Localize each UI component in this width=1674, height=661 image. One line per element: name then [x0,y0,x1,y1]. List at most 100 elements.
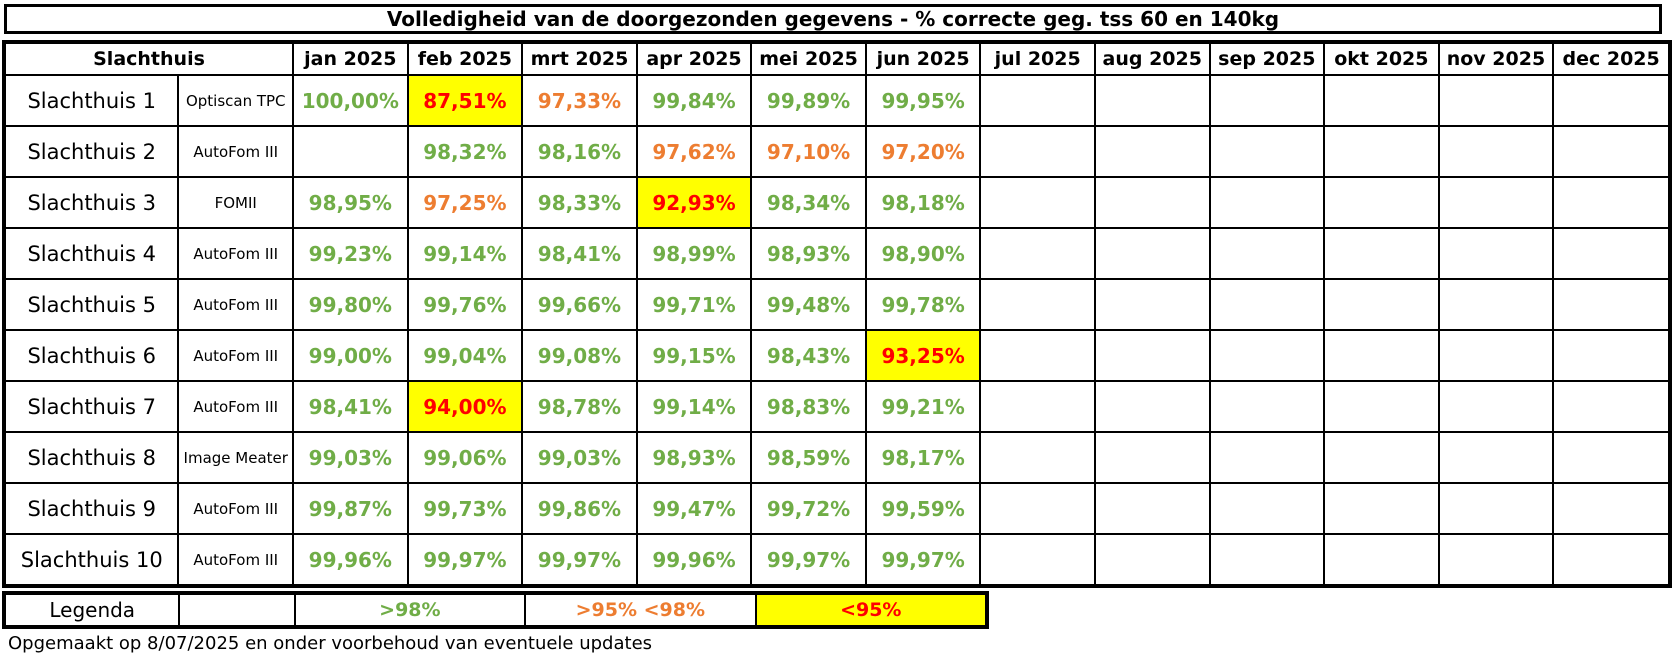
footnote: Opgemaakt op 8/07/2025 en onder voorbeho… [8,633,653,654]
value-cell: 99,97% [750,533,867,586]
value-cell [1093,431,1211,484]
slachthuis-name: Slachthuis 3 [3,176,180,229]
legend-table: Legenda >98% >95% <98% <95% [2,591,989,629]
value-cell: 98,99% [635,227,753,280]
header-month: mei 2025 [750,42,867,76]
header-row: Slachthuis jan 2025 feb 2025 mrt 2025 ap… [3,42,1670,76]
value-cell [1552,176,1670,229]
value-cell [1552,125,1670,178]
value-cell [1208,227,1326,280]
value-cell [1323,278,1440,331]
value-cell [1437,431,1555,484]
legend-row: Legenda >98% >95% <98% <95% [3,593,988,627]
value-cell: 99,72% [750,482,867,535]
value-cell: 98,83% [750,380,867,433]
slachthuis-name: Slachthuis 9 [3,482,180,535]
value-cell [979,482,1096,535]
value-cell [1323,329,1440,382]
value-cell [979,431,1096,484]
value-cell [1093,176,1211,229]
value-cell: 99,87% [292,482,409,535]
value-cell: 99,08% [521,329,638,382]
value-cell [1323,227,1440,280]
value-cell: 99,86% [521,482,638,535]
system-name: AutoFom III [177,482,295,535]
value-cell [1552,380,1670,433]
value-cell [1323,533,1440,586]
value-cell: 98,33% [521,176,638,229]
system-name: AutoFom III [177,278,295,331]
system-name: Optiscan TPC [177,74,295,127]
value-cell [1093,380,1211,433]
value-cell: 98,18% [864,176,982,229]
table-row: Slachthuis 1 Optiscan TPC 100,00% 87,51% 97,… [3,74,1670,127]
system-name: AutoFom III [177,533,295,586]
slachthuis-name: Slachthuis 4 [3,227,180,280]
value-cell: 99,59% [864,482,982,535]
header-month: okt 2025 [1323,42,1440,76]
header-month: jul 2025 [979,42,1096,76]
value-cell: 98,41% [292,380,409,433]
value-cell: 99,76% [406,278,524,331]
value-cell: 99,89% [750,74,867,127]
value-cell: 99,14% [406,227,524,280]
value-cell: 99,73% [406,482,524,535]
table-row: Slachthuis 4 AutoFom III 99,23% 99,14% 98,41… [3,227,1670,280]
slachthuis-name: Slachthuis 2 [3,125,180,178]
value-cell: 94,00% [406,380,524,433]
value-cell [1552,227,1670,280]
table-row: Slachthuis 8 Image Meater 99,03% 99,06% 99,0… [3,431,1670,484]
table-row: Slachthuis 5 AutoFom III 99,80% 99,76% 99,66… [3,278,1670,331]
value-cell [1323,74,1440,127]
value-cell: 99,04% [406,329,524,382]
value-cell [1437,125,1555,178]
value-cell [979,74,1096,127]
value-cell [979,227,1096,280]
header-month: apr 2025 [635,42,753,76]
value-cell: 99,80% [292,278,409,331]
value-cell [1093,329,1211,382]
value-cell [1552,533,1670,586]
value-cell: 98,17% [864,431,982,484]
value-cell: 99,95% [864,74,982,127]
slachthuis-name: Slachthuis 1 [3,74,180,127]
value-cell [1208,380,1326,433]
value-cell [1323,431,1440,484]
value-cell [1093,74,1211,127]
system-name: AutoFom III [177,125,295,178]
value-cell [1552,278,1670,331]
value-cell: 99,47% [635,482,753,535]
header-month: sep 2025 [1208,42,1326,76]
value-cell [979,278,1096,331]
value-cell: 99,71% [635,278,753,331]
value-cell [1208,74,1326,127]
header-month: aug 2025 [1093,42,1211,76]
value-cell: 98,90% [864,227,982,280]
value-cell [1552,431,1670,484]
value-cell: 97,10% [750,125,867,178]
legend-empty-cell [178,593,296,627]
value-cell: 99,78% [864,278,982,331]
slachthuis-name: Slachthuis 8 [3,431,180,484]
value-cell: 87,51% [406,74,524,127]
value-cell: 98,93% [750,227,867,280]
value-cell: 97,20% [864,125,982,178]
value-cell: 98,34% [750,176,867,229]
value-cell [1323,125,1440,178]
legend-orange: >95% <98% [524,593,757,627]
value-cell [979,533,1096,586]
value-cell [1323,482,1440,535]
slachthuis-name: Slachthuis 5 [3,278,180,331]
table-row: Slachthuis 10 AutoFom III 99,96% 99,97% 99,9… [3,533,1670,586]
slachthuis-name: Slachthuis 6 [3,329,180,382]
value-cell [979,380,1096,433]
value-cell [1093,533,1211,586]
slachthuis-name: Slachthuis 10 [3,533,180,586]
legend-green: >98% [293,593,527,627]
table-row: Slachthuis 3 FOMII 98,95% 97,25% 98,33% 92,93… [3,176,1670,229]
table-row: Slachthuis 9 AutoFom III 99,87% 99,73% 99,86… [3,482,1670,535]
value-cell [1552,74,1670,127]
value-cell: 98,78% [521,380,638,433]
table-row: Slachthuis 6 AutoFom III 99,00% 99,04% 99,08… [3,329,1670,382]
value-cell [1093,278,1211,331]
